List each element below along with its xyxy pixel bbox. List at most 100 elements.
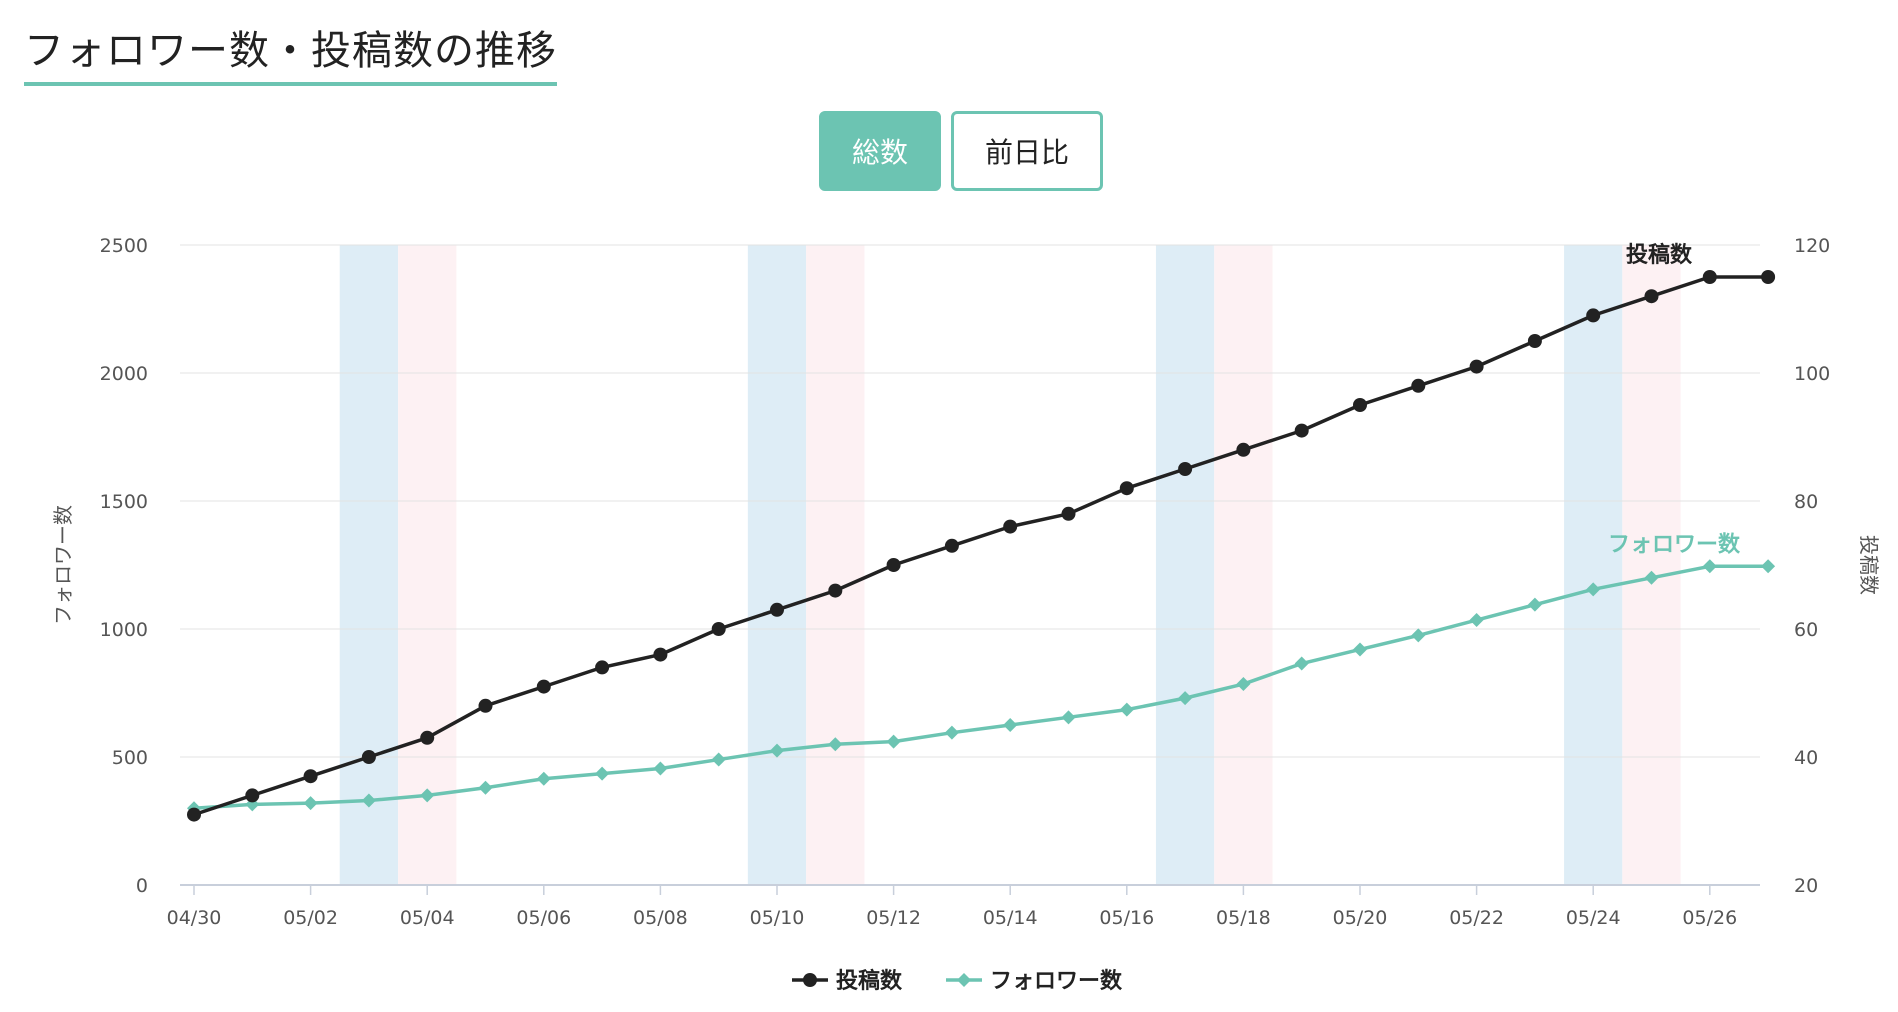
posts-line [193,275,1769,817]
page-title: フォロワー数・投稿数の推移 [24,18,557,86]
legend: 投稿数 フォロワー数 [792,968,1123,994]
right-y-axis: 20 40 60 80 100 120 投稿数 [1794,235,1881,897]
followers-point [1178,691,1193,706]
followers-point [478,780,493,795]
left-y-tick-label: 1500 [100,491,148,513]
followers-point [711,752,726,767]
x-tick-label: 05/06 [516,907,571,929]
legend-posts-marker [803,973,817,987]
x-tick-label: 05/14 [983,907,1038,929]
followers-point [1119,702,1134,717]
followers-point [1353,642,1367,657]
right-y-tick-label: 60 [1794,619,1818,641]
saturday-band [747,245,807,885]
posts-point [478,698,493,713]
followers-point [886,734,901,749]
x-tick-label: 04/30 [167,907,222,929]
right-y-tick-label: 80 [1794,491,1818,513]
followers-point [1527,597,1542,612]
posts-point [1702,270,1717,284]
left-y-tick-label: 2500 [100,235,148,257]
followers-point [1003,718,1018,732]
followers-point [1644,570,1659,585]
followers-point [1702,559,1717,574]
right-y-tick-label: 40 [1794,747,1818,769]
legend-followers-label: フォロワー数 [990,968,1123,994]
x-tick-label: 05/18 [1216,907,1271,929]
left-y-tick-label: 2000 [100,363,148,385]
x-tick-label: 05/04 [400,907,455,929]
x-tick-label: 05/24 [1566,907,1621,929]
followers-point [770,743,784,758]
posts-point [653,647,668,662]
x-tick-label: 05/22 [1449,907,1504,929]
legend-followers-marker [957,973,971,987]
followers-point [1761,559,1776,574]
x-tick-label: 05/08 [633,907,688,929]
x-tick-label: 05/12 [866,907,921,929]
posts-point [1294,423,1309,438]
x-tick-label: 05/02 [283,907,338,929]
sunday-band [806,245,865,885]
right-y-tick-label: 20 [1794,875,1818,897]
posts-point [361,750,376,764]
posts-point [1061,506,1076,521]
posts-point [595,660,610,675]
right-y-axis-title: 投稿数 [1857,535,1881,595]
posts-point [1353,398,1367,412]
followers-point [361,793,376,808]
x-tick-label: 05/20 [1333,907,1388,929]
posts-point [886,558,901,572]
sunday-band [1622,245,1681,885]
posts-point [536,679,551,694]
legend-posts-label: 投稿数 [836,968,903,994]
saturday-band [1564,245,1623,885]
posts-point [1003,519,1018,534]
followers-point [653,761,668,776]
followers-point [1586,582,1601,597]
posts-point [1761,270,1776,284]
posts-point [420,730,435,745]
left-y-axis: 0 500 1000 1500 2000 2500 フォロワー数 [51,235,148,897]
followers-point [1236,677,1251,692]
posts-end-label: 投稿数 [1626,242,1693,268]
day-over-day-button[interactable]: 前日比 [951,111,1103,191]
left-y-tick-label: 0 [136,875,148,897]
followers-point [944,725,959,740]
followers-point [1294,656,1309,671]
posts-point [770,602,784,617]
left-y-tick-label: 1000 [100,619,148,641]
x-tick-label: 05/16 [1099,907,1154,929]
x-tick-label: 05/10 [750,907,805,929]
posts-point [245,788,260,803]
followers-point [1411,628,1426,643]
posts-point [187,807,201,822]
left-y-axis-title: フォロワー数 [51,505,75,625]
followers-point [536,771,551,786]
followers-point [1061,710,1076,725]
x-axis: 04/30 05/02 05/04 05/06 05/08 05/10 05/12 05/14… [167,885,1737,929]
posts-point [944,538,959,553]
followers-point [303,796,318,811]
total-button[interactable]: 総数 [819,111,941,191]
posts-point [1411,378,1426,393]
view-toggle: 総数 前日比 [819,111,1103,191]
posts-point [303,769,318,784]
followers-point [595,766,610,781]
posts-point [1527,334,1542,348]
posts-point [1586,308,1601,323]
right-y-tick-label: 100 [1794,363,1830,385]
posts-point [828,583,843,598]
sunday-band [1214,245,1273,885]
grid-lines [180,244,1760,886]
posts-point [1119,481,1134,496]
saturday-band [339,245,399,885]
posts-point [1236,442,1251,457]
posts-point [711,622,726,636]
x-tick-label: 05/26 [1682,907,1737,929]
followers-line [193,564,1769,810]
followers-end-label: フォロワー数 [1608,531,1741,557]
left-y-tick-label: 500 [112,747,148,769]
